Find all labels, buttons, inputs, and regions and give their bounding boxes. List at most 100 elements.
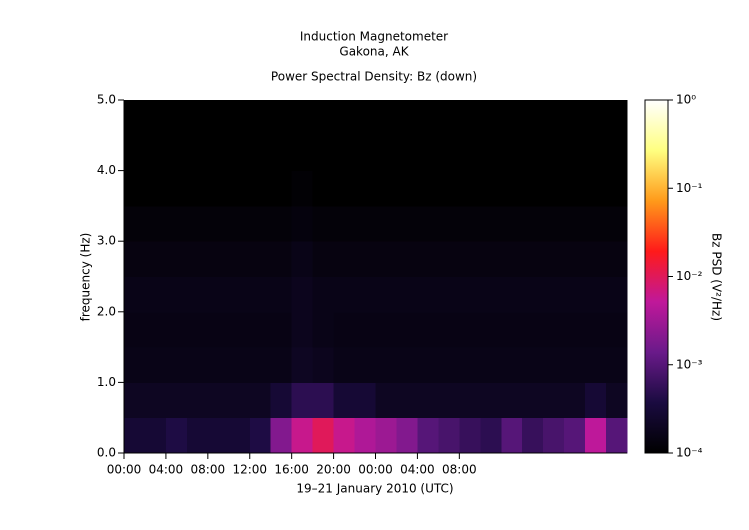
heatmap-cell bbox=[522, 311, 544, 348]
heatmap-cell bbox=[333, 135, 356, 172]
heatmap-cell bbox=[249, 382, 272, 419]
heatmap-cell bbox=[375, 417, 397, 454]
heatmap-cell bbox=[564, 276, 586, 313]
heatmap-cell bbox=[312, 417, 335, 454]
heatmap-cell bbox=[480, 100, 502, 136]
heatmap-cell bbox=[249, 170, 272, 207]
heatmap-cell bbox=[144, 382, 167, 419]
heatmap-cell bbox=[522, 347, 544, 383]
heatmap-cell bbox=[312, 382, 335, 419]
heatmap-cell bbox=[312, 241, 335, 277]
heatmap-cell bbox=[501, 170, 523, 207]
heatmap-cell bbox=[270, 347, 293, 383]
heatmap-cell bbox=[228, 417, 251, 454]
colorbar-tick-label: 10⁻¹ bbox=[676, 181, 703, 195]
heatmap-cell bbox=[606, 417, 628, 454]
heatmap-cell bbox=[186, 100, 209, 136]
plot-title: Power Spectral Density: Bz (down) bbox=[271, 70, 477, 84]
heatmap-cell bbox=[459, 205, 481, 242]
y-tick-label: 0.0 bbox=[97, 446, 116, 460]
heatmap-cell bbox=[396, 135, 418, 172]
heatmap-cell bbox=[249, 276, 272, 313]
heatmap-cell bbox=[480, 311, 502, 348]
heatmap-cell bbox=[354, 100, 376, 136]
heatmap-cell bbox=[459, 382, 481, 419]
heatmap-cell bbox=[396, 382, 418, 419]
heatmap-cell bbox=[354, 241, 376, 277]
heatmap-cell bbox=[480, 170, 502, 207]
y-tick-label: 2.0 bbox=[97, 304, 116, 318]
heatmap-cell bbox=[501, 417, 523, 454]
heatmap-cell bbox=[480, 276, 502, 313]
heatmap-cell bbox=[228, 311, 251, 348]
heatmap-cell bbox=[207, 241, 230, 277]
heatmap-cell bbox=[396, 276, 418, 313]
heatmap-cell bbox=[291, 100, 314, 136]
heatmap-cell bbox=[249, 417, 272, 454]
heatmap-cell bbox=[417, 347, 439, 383]
heatmap-cell bbox=[333, 417, 356, 454]
heatmap-cell bbox=[354, 311, 376, 348]
heatmap-cell bbox=[417, 417, 439, 454]
heatmap-cell bbox=[522, 100, 544, 136]
heatmap-cell bbox=[207, 205, 230, 242]
heatmap-cell bbox=[291, 170, 314, 207]
heatmap-cell bbox=[124, 382, 146, 419]
heatmap-cell bbox=[522, 135, 544, 172]
heatmap-cell bbox=[207, 276, 230, 313]
y-axis-label: frequency (Hz) bbox=[79, 233, 93, 322]
heatmap-cell bbox=[606, 311, 628, 348]
x-axis-label: 19–21 January 2010 (UTC) bbox=[296, 482, 453, 496]
heatmap-cell bbox=[354, 135, 376, 172]
heatmap-cell bbox=[522, 382, 544, 419]
heatmap-cell bbox=[312, 135, 335, 172]
heatmap-cell bbox=[291, 311, 314, 348]
heatmap-cell bbox=[291, 241, 314, 277]
heatmap-cell bbox=[564, 347, 586, 383]
heatmap-cell bbox=[543, 241, 565, 277]
heatmap-cell bbox=[417, 205, 439, 242]
heatmap-cell bbox=[270, 205, 293, 242]
heatmap-cell bbox=[249, 135, 272, 172]
heatmap-cell bbox=[228, 100, 251, 136]
heatmap-cell bbox=[144, 241, 167, 277]
x-tick-label: 16:00 bbox=[274, 463, 309, 477]
heatmap-cell bbox=[543, 382, 565, 419]
heatmap-cell bbox=[270, 311, 293, 348]
heatmap-cell bbox=[480, 205, 502, 242]
heatmap-cell bbox=[291, 417, 314, 454]
heatmap-cell bbox=[501, 100, 523, 136]
heatmap-cell bbox=[585, 170, 607, 207]
heatmap-cell bbox=[543, 170, 565, 207]
heatmap-cell bbox=[333, 170, 356, 207]
heatmap-cell bbox=[438, 382, 460, 419]
heatmap-cell bbox=[375, 241, 397, 277]
heatmap-cell bbox=[396, 170, 418, 207]
heatmap-cell bbox=[186, 135, 209, 172]
heatmap-cell bbox=[333, 276, 356, 313]
heatmap-cell bbox=[144, 135, 167, 172]
heatmap-cell bbox=[606, 205, 628, 242]
heatmap-cell bbox=[480, 347, 502, 383]
heatmap-cell bbox=[207, 417, 230, 454]
heatmap-cell bbox=[186, 347, 209, 383]
heatmap-cell bbox=[124, 205, 146, 242]
heatmap-cell bbox=[501, 382, 523, 419]
heatmap-cell bbox=[438, 311, 460, 348]
heatmap-cell bbox=[606, 170, 628, 207]
heatmap-cell bbox=[585, 382, 607, 419]
heatmap-cell bbox=[585, 135, 607, 172]
heatmap-cell bbox=[501, 205, 523, 242]
heatmap-cell bbox=[522, 276, 544, 313]
heatmap-cell bbox=[585, 276, 607, 313]
heatmap-cell bbox=[396, 205, 418, 242]
heatmap-cell bbox=[144, 100, 167, 136]
heatmap-cell bbox=[207, 100, 230, 136]
heatmap-cell bbox=[396, 241, 418, 277]
heatmap-cell bbox=[186, 276, 209, 313]
heatmap-cell bbox=[333, 311, 356, 348]
heatmap-cell bbox=[438, 170, 460, 207]
heatmap-cell bbox=[522, 241, 544, 277]
heatmap-cell bbox=[438, 417, 460, 454]
heatmap-cell bbox=[186, 382, 209, 419]
